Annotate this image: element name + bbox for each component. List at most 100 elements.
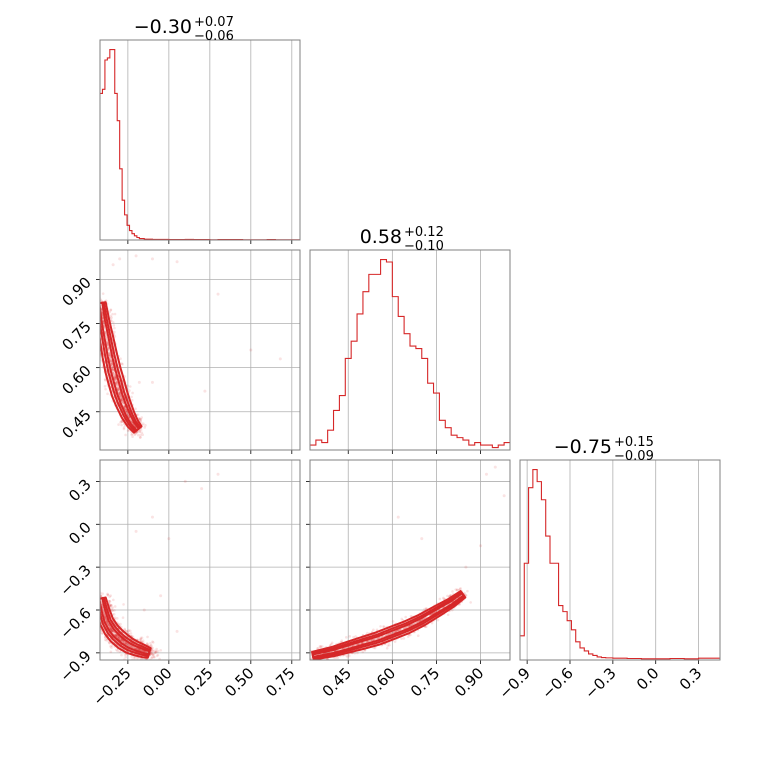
sample-point [149,651,153,655]
sample-point [375,628,379,632]
sample-point [97,625,100,628]
sample-point [96,311,99,314]
sample-point [100,595,103,598]
sample-point [352,635,355,639]
sample-point [361,650,365,654]
sample-point [118,391,122,395]
sample-point [96,337,99,340]
sample-point [97,602,100,605]
sample-point [108,641,111,645]
outlier-point [484,472,488,476]
sample-point [113,609,116,612]
sample-point [456,588,459,592]
sample-point [149,642,152,645]
sample-point [108,351,111,355]
sample-point [155,650,158,654]
sample-point [91,592,94,595]
sample-point [146,642,149,645]
sample-point [108,595,112,599]
sample-point [126,384,129,388]
sample-point [135,431,139,434]
title-minus-error: −0.10 [404,239,444,254]
outlier-point [200,487,204,491]
sample-point [97,617,100,620]
sample-point [130,433,133,437]
sample-point [316,661,319,664]
sample-point [103,378,107,381]
sample-point [416,634,420,637]
sample-point [106,593,110,597]
sample-point [459,587,462,590]
sample-point [97,299,100,302]
sample-point [97,304,100,307]
sample-point [115,380,119,384]
outlier-point [142,608,146,612]
sample-point [108,600,112,603]
outlier-point [175,629,179,633]
sample-point [123,406,126,409]
title-median: −0.30 [134,16,192,38]
sample-point [136,433,140,437]
sample-point [100,299,104,303]
sample-point [379,625,382,628]
sample-point [111,321,115,324]
sample-point [96,314,99,317]
sample-point [114,633,117,637]
sample-point [101,592,104,595]
sample-point [119,638,123,642]
sample-point [92,605,95,608]
sample-point [97,601,100,604]
sample-point [113,312,117,316]
sample-point [130,645,134,649]
sample-point [94,605,97,608]
sample-point [104,616,107,620]
outlier-point [183,479,187,483]
sample-point [446,594,449,598]
sample-point [112,371,116,374]
sample-point [115,634,119,638]
sample-point [94,587,97,590]
outlier-point [134,254,138,258]
title-plus-error: +0.15 [614,435,654,450]
sample-point [130,655,133,658]
sample-point [139,662,142,665]
sample-point [95,325,98,328]
sample-point [119,421,122,424]
sample-point [125,642,128,646]
sample-point [134,407,137,411]
sample-point [104,638,107,642]
title-plus-error: +0.07 [194,15,234,30]
sample-point [132,656,136,660]
sample-point [109,650,113,654]
sample-point [134,646,137,650]
sample-point [114,378,118,382]
sample-point [126,429,130,432]
sample-point [105,619,108,623]
sample-point [108,604,112,608]
sample-point [310,657,313,660]
x-tick-label: 0.25 [180,664,216,700]
sample-point [138,648,141,652]
outlier-point [175,260,179,264]
sample-point [97,313,100,316]
sample-point [112,613,116,616]
sample-point [126,643,130,646]
sample-point [93,601,96,604]
sample-point [158,657,161,660]
sample-point [97,607,100,610]
sample-point [91,304,94,307]
sample-point [114,634,118,637]
sample-point [96,302,99,305]
title-plus-error: +0.12 [404,225,444,240]
outlier-point [420,537,424,541]
sample-point [113,330,116,334]
y-tick-label: −0.6 [56,604,94,642]
grid-layer [100,40,699,660]
sample-point [139,433,142,437]
sample-point [92,307,95,310]
sample-point [93,608,96,611]
sample-point [97,308,100,311]
sample-point [151,640,154,643]
sample-point [120,400,124,403]
sample-point [329,643,332,647]
